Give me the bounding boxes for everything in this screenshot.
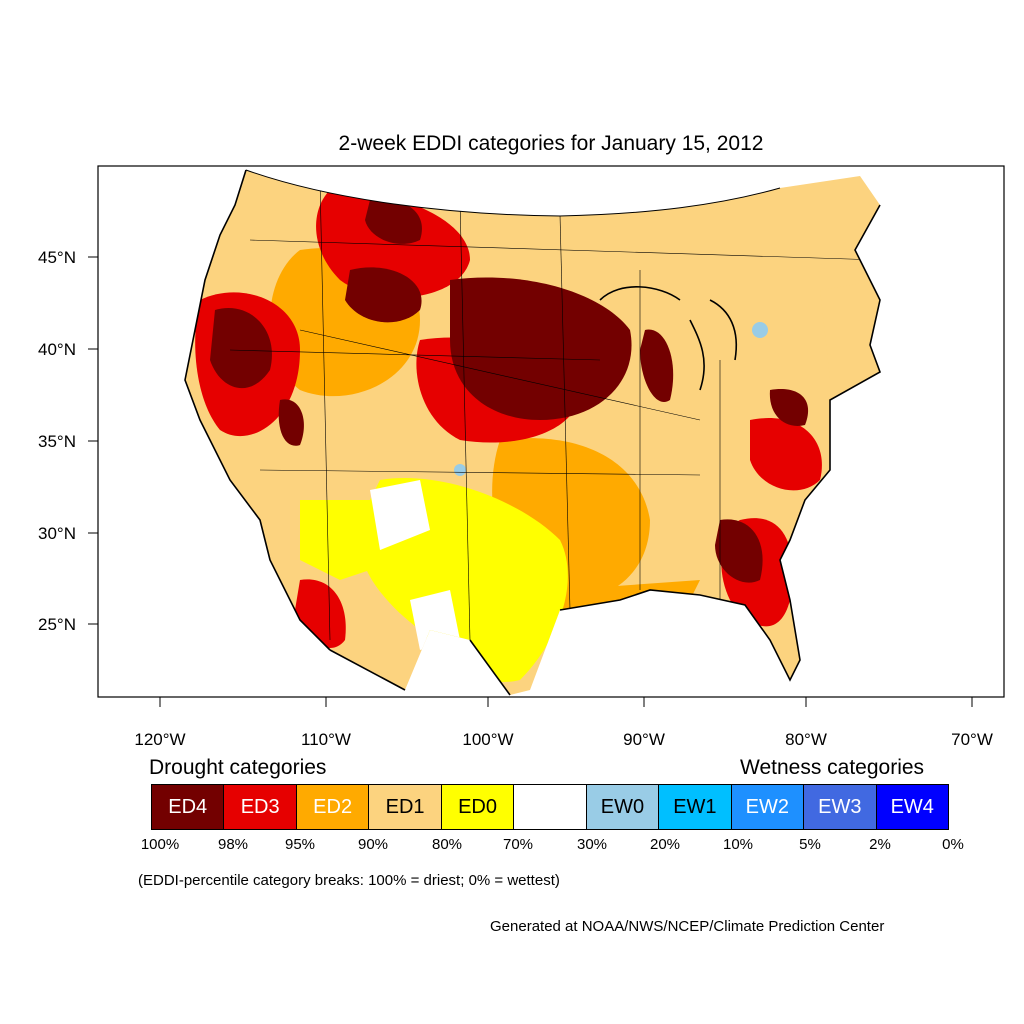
legend-swatch <box>514 785 587 829</box>
lon-label: 100°W <box>462 730 513 749</box>
legend-swatch-label: EW4 <box>890 795 934 818</box>
lon-label: 110°W <box>301 730 351 749</box>
lon-label: 80°W <box>785 730 827 749</box>
coastlines <box>184 169 881 696</box>
legend-swatch-label: EW0 <box>600 795 645 818</box>
drought-heading: Drought categories <box>149 756 327 779</box>
legend-swatch: ED1 <box>369 785 442 829</box>
lat-label: 30°N <box>38 524 76 543</box>
legend-break: 20% <box>649 836 681 853</box>
legend-swatch: EW3 <box>804 785 877 829</box>
lon-label: 70°W <box>951 730 993 749</box>
eddi-field <box>185 170 880 695</box>
legend-swatch-label: ED3 <box>240 795 280 818</box>
legend-swatch: ED2 <box>296 785 370 829</box>
lon-label: 90°W <box>623 730 665 749</box>
legend-swatch-label: EW2 <box>745 795 790 818</box>
map: 45°N 40°N 35°N 30°N 25°N 120°W 110°W 100… <box>38 165 1005 749</box>
legend-swatch: EW0 <box>586 785 660 829</box>
lat-label: 40°N <box>38 340 76 359</box>
legend-break: 80% <box>431 836 463 853</box>
lon-label: 120°W <box>134 730 185 749</box>
legend-swatch-label: ED2 <box>313 795 353 818</box>
legend-break: 90% <box>357 836 389 853</box>
legend-swatch-label: EW1 <box>673 795 717 818</box>
legend-break: 100% <box>140 836 180 853</box>
legend-break: 98% <box>217 836 249 853</box>
legend-swatch: ED0 <box>441 785 515 829</box>
legend-swatch: EW2 <box>731 785 805 829</box>
legend-swatch: EW1 <box>659 785 732 829</box>
credit-line: Generated at NOAA/NWS/NCEP/Climate Predi… <box>490 918 885 935</box>
category-note: (EDDI-percentile category breaks: 100% =… <box>138 872 560 889</box>
legend-break: 70% <box>502 836 534 853</box>
wetness-heading: Wetness categories <box>740 756 925 779</box>
state-borders <box>229 179 880 641</box>
lat-label: 25°N <box>38 615 76 634</box>
legend-swatch: ED4 <box>152 785 225 829</box>
lat-label: 45°N <box>38 248 76 267</box>
legend-swatch-label: ED0 <box>458 795 497 818</box>
legend-break: 0% <box>942 836 964 853</box>
legend-break: 30% <box>576 836 608 853</box>
legend-swatch: EW4 <box>876 785 948 829</box>
legend-swatch-label: ED4 <box>168 795 208 818</box>
legend-swatch-label: EW3 <box>818 795 862 818</box>
legend-swatch: ED3 <box>224 785 297 829</box>
lat-label: 35°N <box>38 432 76 451</box>
legend-break: 2% <box>869 836 891 853</box>
legend-swatch-label: ED1 <box>385 795 425 818</box>
legend-break: 10% <box>722 836 754 853</box>
legend-bar: ED4 ED3 ED2 ED1 ED0 EW0 EW1 EW2 EW3 EW4 <box>151 784 949 830</box>
page-title: 2-week EDDI categories for January 15, 2… <box>338 132 764 155</box>
legend-break: 95% <box>284 836 316 853</box>
legend-break: 5% <box>799 836 821 853</box>
